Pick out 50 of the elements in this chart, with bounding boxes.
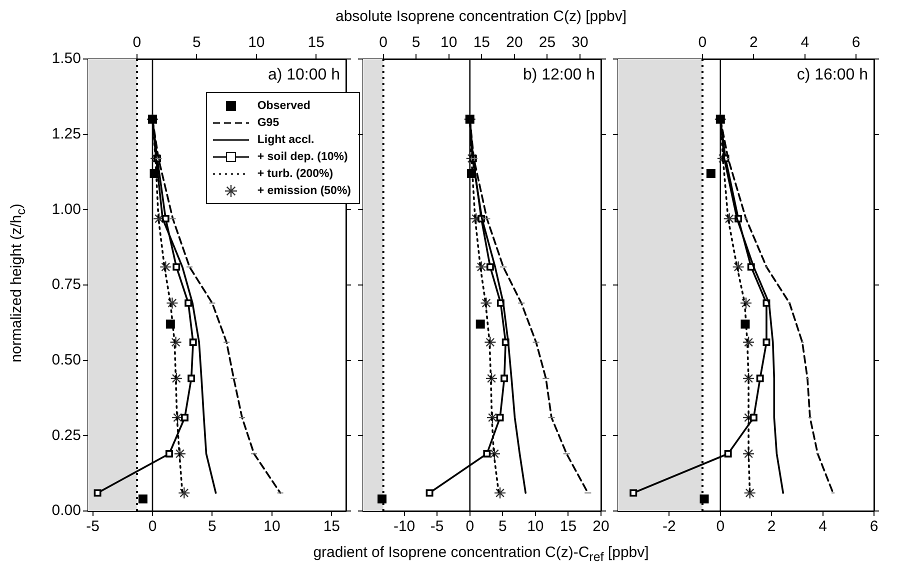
x-tick-label: -5 — [430, 518, 444, 536]
legend-label: Observed — [257, 100, 310, 112]
x2-tick-label: 15 — [473, 34, 490, 52]
x-tick-label: 4 — [818, 518, 827, 536]
chart-title: c) 16:00 h — [796, 66, 868, 84]
x2-tick-label: 2 — [750, 34, 758, 52]
x2-tick-label: 0 — [698, 34, 707, 52]
x-tick-label: 20 — [592, 518, 610, 536]
y-tick-label: 0.75 — [52, 276, 81, 294]
legend-label: + soil dep. (10%) — [257, 150, 348, 162]
x-tick-label: -5 — [86, 518, 100, 536]
x-tick-label: 15 — [560, 518, 577, 536]
x-axis-title: gradient of Isoprene concentration C(z)-C$_{ref}$ [ppbv] — [312, 544, 650, 564]
x-tick-label: 10 — [527, 518, 544, 536]
y-tick-label: 1.00 — [52, 200, 81, 218]
x2-tick-label: 0 — [379, 34, 388, 52]
x-tick-label: 5 — [498, 518, 507, 536]
y-tick-label: 1.50 — [52, 50, 81, 68]
x2-tick-label: 6 — [852, 34, 860, 52]
legend-label: + emission (50%) — [257, 184, 351, 196]
x2-tick-label: 20 — [506, 34, 523, 52]
chart-title: a) 10:00 h — [268, 66, 340, 84]
x-tick-label: -10 — [393, 518, 416, 536]
x2-tick-label: 25 — [538, 34, 556, 52]
x2-tick-label: 10 — [248, 34, 265, 52]
x2-tick-label: 0 — [132, 34, 142, 52]
y-tick-label: 1.25 — [52, 125, 81, 142]
x-tick-label: 6 — [870, 518, 878, 536]
x-tick-label: -2 — [662, 518, 676, 536]
x-tick-label: 0 — [148, 518, 157, 536]
x2-tick-label: 5 — [192, 34, 201, 52]
legend-label: G95 — [257, 116, 280, 128]
legend-label: Light accl. — [257, 134, 314, 146]
x2-tick-label: 15 — [308, 34, 324, 52]
x-tick-label: 10 — [264, 518, 280, 536]
x-tick-label: 0 — [716, 518, 725, 536]
x-tick-label: 0 — [466, 518, 474, 536]
x2-tick-label: 30 — [572, 34, 588, 52]
x-tick-label: 5 — [208, 518, 216, 536]
y-tick-label: 0.50 — [52, 351, 81, 368]
legend-label: + turb. (200%) — [257, 168, 334, 180]
x2-tick-label: 5 — [412, 34, 420, 52]
y-tick-label: 0.00 — [52, 502, 81, 520]
x2-tick-label: 4 — [800, 34, 810, 52]
y-tick-label: 0.25 — [52, 426, 81, 444]
x-tick-label: 15 — [323, 518, 340, 536]
chart-title: b) 12:00 h — [522, 66, 595, 84]
x-tick-label: 2 — [767, 518, 776, 536]
x2-tick-label: 10 — [440, 34, 458, 52]
x2-axis-title: absolute Isoprene concentration C(z) [ppbv] — [334, 8, 628, 25]
